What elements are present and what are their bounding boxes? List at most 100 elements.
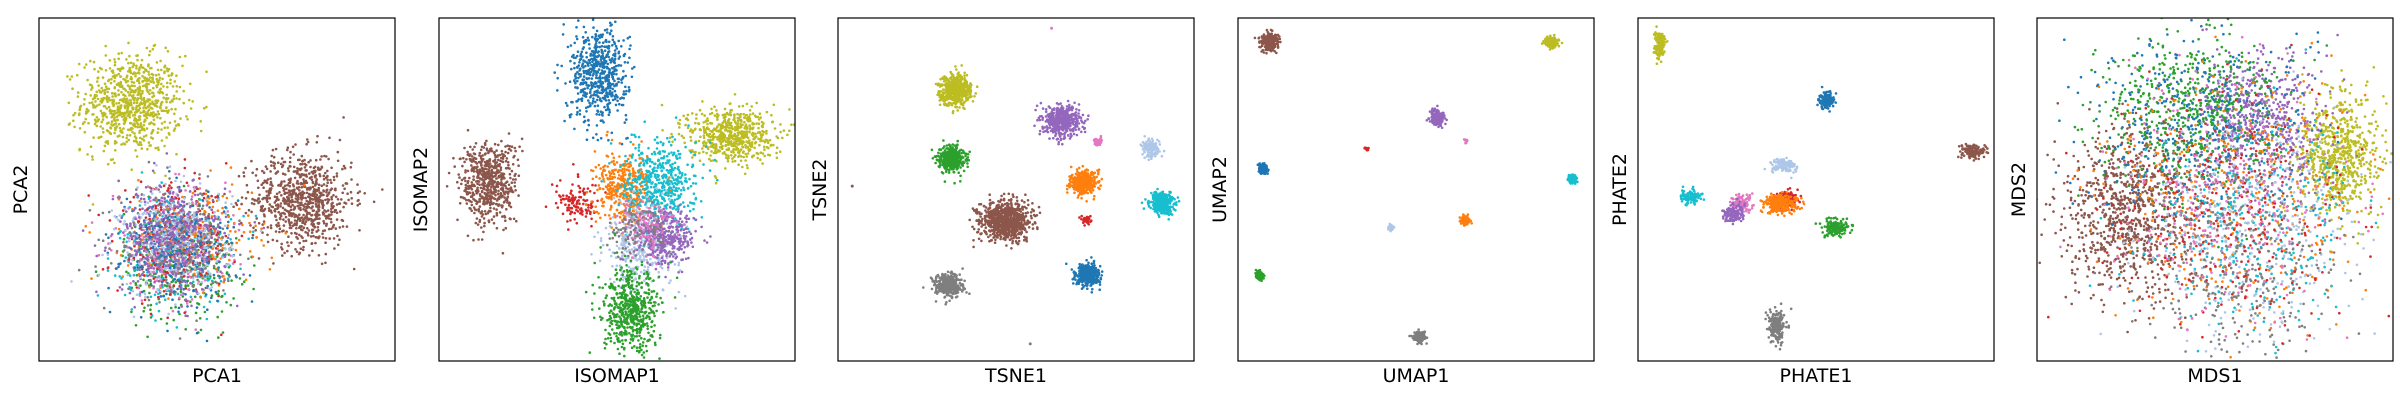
point xyxy=(117,227,121,231)
point xyxy=(99,100,102,103)
point xyxy=(299,216,303,220)
point xyxy=(201,193,204,197)
point xyxy=(571,100,574,104)
point xyxy=(173,80,177,83)
point xyxy=(147,225,151,229)
point xyxy=(577,72,581,76)
point xyxy=(131,219,135,222)
point xyxy=(576,92,580,95)
point xyxy=(343,187,346,191)
point xyxy=(315,215,318,219)
point xyxy=(164,270,167,274)
point xyxy=(114,94,117,98)
point xyxy=(183,262,186,266)
point xyxy=(281,186,285,189)
point xyxy=(314,241,317,245)
point xyxy=(310,178,314,181)
point xyxy=(318,195,322,199)
point xyxy=(221,194,225,198)
point xyxy=(104,85,108,88)
point xyxy=(156,267,159,271)
point xyxy=(120,216,123,219)
point xyxy=(152,212,155,215)
point xyxy=(173,127,177,130)
point xyxy=(240,196,244,199)
point xyxy=(579,83,582,86)
point xyxy=(72,113,75,117)
point xyxy=(614,103,618,107)
point xyxy=(185,268,188,272)
point xyxy=(296,204,299,208)
point xyxy=(281,199,285,202)
point xyxy=(123,234,126,237)
point xyxy=(306,140,310,144)
point xyxy=(210,286,214,289)
point xyxy=(197,219,200,223)
point xyxy=(210,208,213,212)
point xyxy=(168,121,172,125)
point xyxy=(317,166,320,170)
point xyxy=(137,143,140,146)
point xyxy=(203,279,207,282)
point xyxy=(126,101,130,104)
point xyxy=(142,309,145,313)
point xyxy=(124,106,127,110)
point xyxy=(299,208,302,212)
point xyxy=(91,203,95,206)
point xyxy=(116,196,120,199)
point xyxy=(275,192,279,196)
point xyxy=(129,61,133,65)
point xyxy=(604,80,607,83)
point xyxy=(79,104,83,108)
y-axis-label: PCA2 xyxy=(10,165,32,215)
point xyxy=(562,23,565,26)
point xyxy=(174,269,178,272)
point xyxy=(325,189,328,192)
point xyxy=(219,270,222,274)
point xyxy=(310,222,313,226)
point xyxy=(231,247,235,251)
point xyxy=(201,291,205,295)
point xyxy=(158,277,162,280)
point xyxy=(154,218,157,221)
point xyxy=(229,229,232,233)
point xyxy=(603,28,607,32)
point xyxy=(304,230,307,234)
point xyxy=(300,173,304,176)
point xyxy=(95,254,98,258)
point xyxy=(145,116,149,120)
point xyxy=(297,226,301,230)
point xyxy=(105,107,109,110)
point xyxy=(191,224,194,228)
point xyxy=(321,232,324,236)
point xyxy=(223,192,226,196)
point xyxy=(218,251,222,254)
point xyxy=(156,116,159,119)
point xyxy=(142,71,146,74)
point xyxy=(252,287,255,291)
point xyxy=(182,292,185,295)
point xyxy=(627,86,631,89)
point xyxy=(101,268,105,271)
point xyxy=(138,224,142,228)
point xyxy=(122,87,125,90)
point xyxy=(157,73,161,76)
point xyxy=(276,161,280,164)
point xyxy=(180,217,183,221)
point xyxy=(112,92,116,95)
point xyxy=(212,264,216,268)
point xyxy=(308,199,312,203)
point xyxy=(216,196,220,199)
point xyxy=(117,57,120,61)
point xyxy=(178,225,181,228)
point xyxy=(125,111,128,115)
point xyxy=(625,118,628,121)
point xyxy=(671,140,674,144)
point xyxy=(99,91,103,94)
point xyxy=(339,210,342,213)
point xyxy=(199,241,202,245)
point xyxy=(82,103,86,106)
point xyxy=(217,224,220,228)
point xyxy=(184,189,187,192)
axes-frame xyxy=(38,17,396,362)
